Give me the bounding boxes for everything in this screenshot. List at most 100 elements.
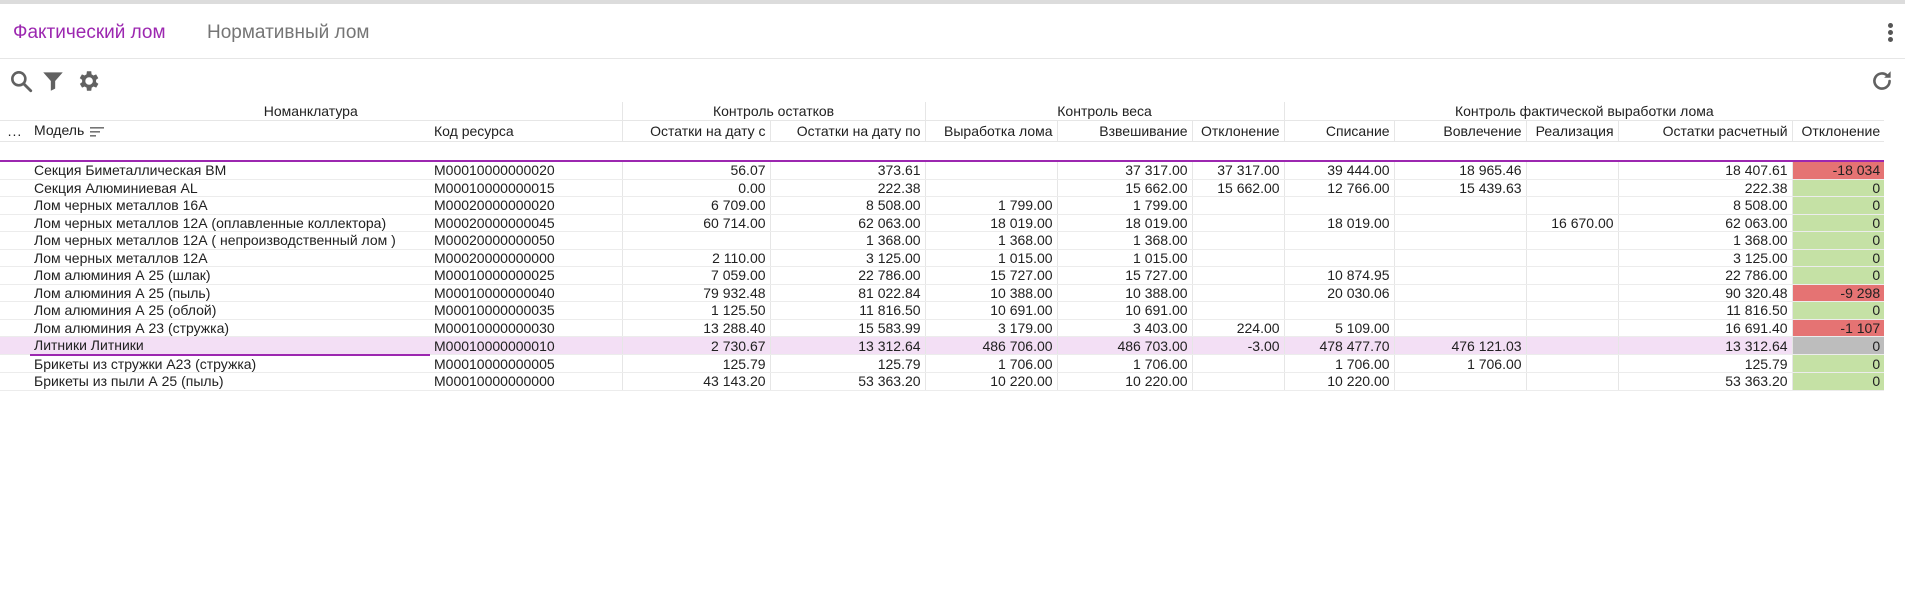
cell-balance-to[interactable]: 11 816.50 [769, 301, 926, 320]
row-indicator[interactable] [0, 301, 30, 320]
cell-resource-code[interactable]: M00010000000015 [430, 179, 623, 197]
cell-deviation-weight[interactable] [1191, 372, 1285, 391]
cell-deviation-output[interactable]: -9 298 [1791, 284, 1885, 302]
cell-deviation-weight[interactable]: 37 317.00 [1191, 161, 1285, 180]
cell-balance-from[interactable]: 60 714.00 [621, 214, 771, 232]
cell-model[interactable]: Секция Алюминиевая AL [30, 179, 430, 197]
cell-sale[interactable] [1525, 179, 1619, 197]
cell-deviation-output[interactable]: 0 [1791, 301, 1885, 320]
tab-normative-scrap[interactable]: Нормативный лом [207, 22, 370, 43]
cell-balance-to[interactable]: 13 312.64 [769, 336, 926, 355]
table-row[interactable]: Секция Алюминиевая AL M00010000000015 0.00… [0, 179, 1885, 197]
cell-scrap-yield[interactable]: 10 388.00 [924, 284, 1058, 302]
cell-sale[interactable] [1525, 231, 1619, 250]
cell-balance-to[interactable]: 62 063.00 [769, 214, 926, 232]
filter-cell[interactable] [1192, 141, 1285, 162]
cell-calc-balance[interactable]: 125.79 [1617, 354, 1793, 373]
cell-scrap-yield[interactable]: 10 691.00 [924, 301, 1058, 320]
cell-involvement[interactable] [1393, 214, 1527, 232]
filter-cell[interactable] [1618, 141, 1793, 162]
cell-calc-balance[interactable]: 16 691.40 [1617, 319, 1793, 337]
cell-involvement[interactable] [1393, 301, 1527, 320]
table-row[interactable]: Секция Биметаллическая ВМ M00010000000020… [0, 161, 1885, 180]
cell-calc-balance[interactable]: 90 320.48 [1617, 284, 1793, 302]
header-model[interactable]: Модель [30, 120, 430, 142]
cell-deviation-weight[interactable] [1191, 249, 1285, 267]
header-balance-from[interactable]: Остатки на дату с [621, 120, 771, 142]
cell-scrap-yield[interactable]: 1 706.00 [924, 354, 1058, 373]
cell-scrap-yield[interactable]: 3 179.00 [924, 319, 1058, 337]
refresh-icon[interactable] [1869, 68, 1895, 94]
cell-weighing[interactable]: 15 662.00 [1056, 179, 1193, 197]
cell-deviation-output[interactable]: 0 [1791, 266, 1885, 285]
table-row[interactable]: Брикеты из пыли А 25 (пыль) M000100000000… [0, 372, 1885, 391]
cell-deviation-weight[interactable] [1191, 284, 1285, 302]
row-indicator[interactable] [0, 249, 30, 267]
cell-model[interactable]: Секция Биметаллическая ВМ [30, 161, 430, 180]
cell-weighing[interactable]: 1 368.00 [1056, 231, 1193, 250]
cell-writeoff[interactable]: 12 766.00 [1283, 179, 1395, 197]
cell-writeoff[interactable]: 5 109.00 [1283, 319, 1395, 337]
cell-deviation-output[interactable]: 0 [1791, 354, 1885, 373]
cell-deviation-weight[interactable] [1191, 196, 1285, 215]
cell-scrap-yield[interactable]: 1 799.00 [924, 196, 1058, 215]
cell-balance-from[interactable] [621, 231, 771, 250]
table-row[interactable]: Лом черных металлов 16А M00020000000020 6 … [0, 196, 1885, 215]
row-indicator[interactable] [0, 372, 30, 391]
cell-sale[interactable] [1525, 196, 1619, 215]
cell-deviation-weight[interactable]: 15 662.00 [1191, 179, 1285, 197]
cell-sale[interactable] [1525, 161, 1619, 180]
row-indicator[interactable] [0, 196, 30, 215]
cell-involvement[interactable]: 1 706.00 [1393, 354, 1527, 373]
cell-calc-balance[interactable]: 53 363.20 [1617, 372, 1793, 391]
cell-sale[interactable] [1525, 372, 1619, 391]
cell-weighing[interactable]: 1 799.00 [1056, 196, 1193, 215]
cell-sale[interactable] [1525, 266, 1619, 285]
cell-resource-code[interactable]: M00010000000000 [430, 372, 623, 391]
cell-calc-balance[interactable]: 1 368.00 [1617, 231, 1793, 250]
header-involvement[interactable]: Вовлечение [1393, 120, 1527, 142]
cell-deviation-output[interactable]: 0 [1791, 336, 1885, 355]
header-balance-to[interactable]: Остатки на дату по [769, 120, 926, 142]
cell-balance-from[interactable]: 125.79 [621, 354, 771, 373]
cell-weighing[interactable]: 1 015.00 [1056, 249, 1193, 267]
cell-writeoff[interactable] [1283, 231, 1395, 250]
cell-scrap-yield[interactable]: 10 220.00 [924, 372, 1058, 391]
header-sale[interactable]: Реализация [1525, 120, 1619, 142]
cell-involvement[interactable] [1393, 249, 1527, 267]
cell-weighing[interactable]: 10 220.00 [1056, 372, 1193, 391]
cell-writeoff[interactable]: 10 220.00 [1283, 372, 1395, 391]
row-indicator[interactable] [0, 319, 30, 337]
cell-resource-code[interactable]: M00010000000035 [430, 301, 623, 320]
cell-resource-code[interactable]: M00010000000025 [430, 266, 623, 285]
cell-scrap-yield[interactable]: 1 015.00 [924, 249, 1058, 267]
cell-scrap-yield[interactable]: 15 727.00 [924, 266, 1058, 285]
search-icon[interactable] [8, 68, 34, 94]
cell-resource-code[interactable]: M00010000000005 [430, 354, 623, 373]
cell-involvement[interactable]: 15 439.63 [1393, 179, 1527, 197]
cell-balance-to[interactable]: 8 508.00 [769, 196, 926, 215]
filter-cell[interactable] [30, 141, 430, 162]
cell-model[interactable]: Лом алюминия А 25 (шлак) [30, 266, 430, 285]
filter-cell[interactable] [1057, 141, 1193, 162]
cell-writeoff[interactable]: 20 030.06 [1283, 284, 1395, 302]
cell-calc-balance[interactable]: 18 407.61 [1617, 161, 1793, 180]
filter-cell[interactable] [1792, 141, 1885, 162]
cell-involvement[interactable] [1393, 266, 1527, 285]
cell-model[interactable]: Лом алюминия А 25 (облой) [30, 301, 430, 320]
header-weighing[interactable]: Взвешивание [1056, 120, 1193, 142]
cell-deviation-output[interactable]: 0 [1791, 214, 1885, 232]
cell-deviation-weight[interactable] [1191, 354, 1285, 373]
cell-writeoff[interactable]: 478 477.70 [1283, 336, 1395, 355]
filter-cell[interactable] [1394, 141, 1527, 162]
cell-sale[interactable] [1525, 249, 1619, 267]
cell-sale[interactable] [1525, 354, 1619, 373]
cell-weighing[interactable]: 15 727.00 [1056, 266, 1193, 285]
table-row[interactable]: Брикеты из стружки А23 (стружка) M0001000… [0, 354, 1885, 373]
cell-balance-to[interactable]: 222.38 [769, 179, 926, 197]
cell-scrap-yield[interactable] [924, 179, 1058, 197]
cell-involvement[interactable]: 476 121.03 [1393, 336, 1527, 355]
cell-calc-balance[interactable]: 22 786.00 [1617, 266, 1793, 285]
cell-balance-to[interactable]: 22 786.00 [769, 266, 926, 285]
cell-writeoff[interactable]: 1 706.00 [1283, 354, 1395, 373]
